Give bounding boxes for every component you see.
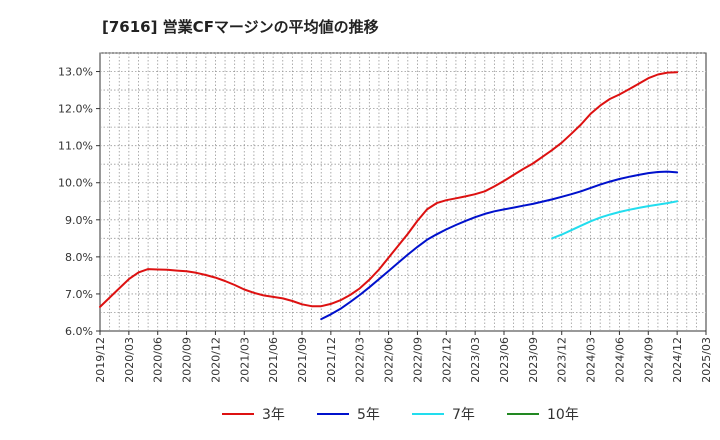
x-tick-label: 2024/09	[642, 337, 655, 383]
y-tick-label: 11.0%	[58, 140, 93, 153]
legend-label-10年: 10年	[547, 407, 579, 423]
y-tick-label: 6.0%	[65, 325, 93, 338]
x-tick-label: 2022/12	[440, 337, 453, 383]
x-tick-label: 2024/12	[671, 337, 684, 383]
series-lines	[99, 71, 679, 321]
x-tick-label: 2021/09	[296, 337, 309, 383]
x-tick-label: 2020/12	[209, 337, 222, 383]
x-tick-label: 2021/12	[325, 337, 338, 383]
chart-title: [7616] 営業CFマージンの平均値の推移	[102, 18, 379, 36]
grid	[100, 52, 706, 331]
series-line-3年	[99, 71, 679, 308]
series-line-7年	[551, 200, 679, 240]
y-tick-label: 10.0%	[58, 177, 93, 190]
x-tick-label: 2023/06	[498, 337, 511, 383]
y-tick-label: 8.0%	[65, 251, 93, 264]
legend-label-7年: 7年	[452, 407, 475, 423]
x-tick-label: 2023/03	[469, 337, 482, 383]
x-tick-label: 2020/03	[123, 337, 136, 383]
x-tick-label: 2021/06	[267, 337, 280, 383]
x-tick-label: 2024/06	[613, 337, 626, 383]
x-tick-label: 2022/06	[383, 337, 396, 383]
x-tick-label: 2020/09	[181, 337, 194, 383]
x-tick-label: 2019/12	[94, 337, 107, 383]
series-line-5年	[320, 170, 679, 321]
x-tick-label: 2023/12	[556, 337, 569, 383]
y-axis-ticks: 6.0% 7.0% 8.0% 9.0% 10.0% 11.0% 12.0% 13.0%	[58, 66, 100, 338]
legend-label-5年: 5年	[357, 407, 380, 423]
x-tick-label: 2021/03	[238, 337, 251, 383]
x-tick-label: 2022/09	[411, 337, 424, 383]
x-tick-label: 2020/06	[152, 337, 165, 383]
x-tick-label: 2025/03	[700, 337, 713, 383]
legend-label-3年: 3年	[262, 407, 285, 423]
y-tick-label: 7.0%	[65, 288, 93, 301]
x-axis-ticks: 2019/12 2020/03 2020/06 2020/09 2020/12 2021/…	[94, 331, 713, 383]
y-tick-label: 13.0%	[58, 66, 93, 79]
x-tick-label: 2024/03	[585, 337, 598, 383]
y-tick-label: 12.0%	[58, 103, 93, 116]
x-tick-label: 2022/03	[354, 337, 367, 383]
legend: 3年 5年 7年 10年	[222, 407, 579, 423]
x-tick-label: 2023/09	[527, 337, 540, 383]
y-tick-label: 9.0%	[65, 214, 93, 227]
plot-area	[99, 52, 707, 332]
